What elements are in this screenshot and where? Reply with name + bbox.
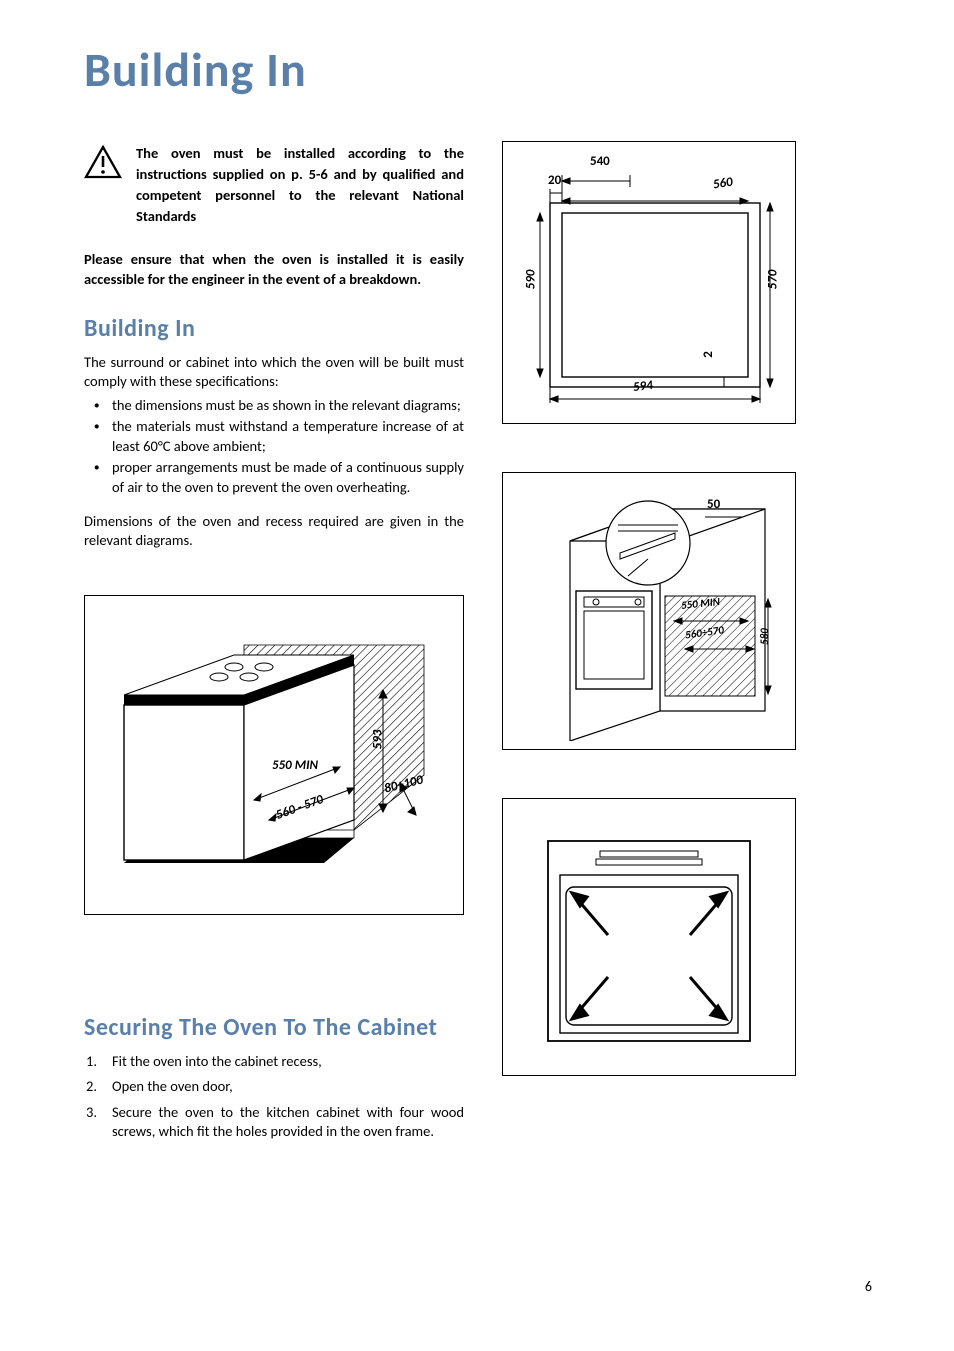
dim-label: 593 <box>370 729 385 749</box>
warning-block: The oven must be installed according to … <box>84 143 464 227</box>
securing-step: Secure the oven to the kitchen cabinet w… <box>84 1103 464 1142</box>
dim-label: 20 <box>548 173 561 188</box>
spec-bullet-list: the dimensions must be as shown in the r… <box>84 396 464 498</box>
securing-steps-list: Fit the oven into the cabinet recess, Op… <box>84 1052 464 1142</box>
page-title: Building In <box>84 40 879 99</box>
section-heading-building-in: Building In <box>84 314 464 343</box>
dim-label: 570 <box>765 270 780 290</box>
right-column: 20 540 560 590 570 2 594 <box>502 143 879 1148</box>
two-column-layout: The oven must be installed according to … <box>84 143 879 1148</box>
dim-label: 590 <box>523 270 538 290</box>
securing-step: Fit the oven into the cabinet recess, <box>84 1052 464 1072</box>
securing-step: Open the oven door, <box>84 1077 464 1097</box>
spec-bullet: the dimensions must be as shown in the r… <box>84 396 464 416</box>
dim-label: 540 <box>590 154 610 169</box>
warning-text: The oven must be installed according to … <box>136 143 464 227</box>
section-heading-securing: Securing The Oven To The Cabinet <box>84 1013 464 1042</box>
page-number: 6 <box>865 1278 872 1295</box>
diagram-undercounter-cabinet: 550 MIN 593 80÷100 560 - 570 <box>84 595 464 915</box>
left-column: The oven must be installed according to … <box>84 143 464 1148</box>
warning-icon <box>84 145 128 184</box>
spec-bullet: the materials must withstand a temperatu… <box>84 417 464 456</box>
dim-label: 550 MIN <box>272 758 318 773</box>
intro-paragraph: The surround or cabinet into which the o… <box>84 353 464 392</box>
dim-label: 594 <box>632 378 653 395</box>
accessibility-note: Please ensure that when the oven is inst… <box>84 249 464 290</box>
dim-label: 580 <box>758 628 771 645</box>
diagram-front-dimensions: 20 540 560 590 570 2 594 <box>502 141 796 424</box>
outro-paragraph: Dimensions of the oven and recess requir… <box>84 512 464 551</box>
diagram-column-cabinet: 50 550 MIN 560÷570 580 <box>502 472 796 750</box>
dim-label: 2 <box>701 351 716 358</box>
dim-label: 560 <box>712 175 734 193</box>
diagram-securing-screws <box>502 798 796 1076</box>
spec-bullet: proper arrangements must be made of a co… <box>84 458 464 497</box>
dim-label: 50 <box>707 497 720 512</box>
